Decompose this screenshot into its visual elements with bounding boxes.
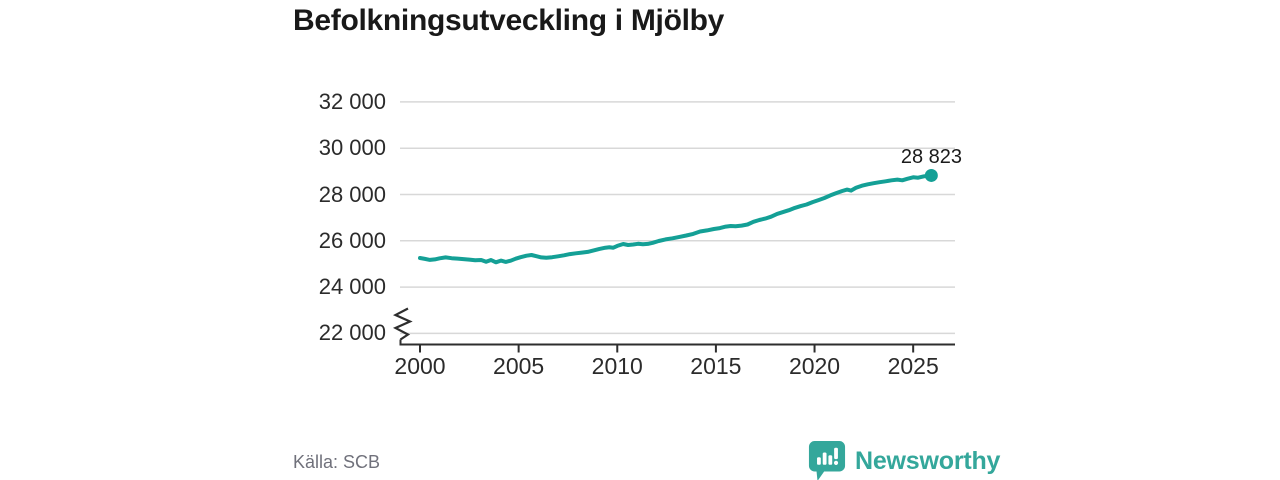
x-tick-label: 2000 [394, 353, 446, 379]
x-tick-label: 2015 [690, 353, 742, 379]
y-tick-label: 26 000 [318, 227, 386, 253]
y-tick-label: 22 000 [318, 320, 386, 346]
y-tick-label: 28 000 [318, 181, 386, 207]
source-label: Källa: SCB [293, 452, 381, 472]
newsworthy-wordmark: Newsworthy [855, 447, 1001, 475]
end-value-label: 28 823 [900, 146, 962, 168]
x-tick-label: 2005 [493, 353, 545, 379]
end-point-dot [924, 168, 938, 182]
population-line [418, 173, 934, 265]
axis-break-icon [392, 307, 413, 341]
x-tick-label: 2020 [788, 353, 841, 379]
y-tick-label: 24 000 [318, 274, 386, 300]
y-tick-label: 30 000 [318, 135, 386, 161]
y-tick-label: 32 000 [318, 88, 386, 114]
page-title: Befolkningsutveckling i Mjölby [293, 4, 725, 37]
x-axis-line [399, 339, 955, 346]
newsworthy-logo: Newsworthy [808, 440, 1000, 480]
x-tick-label: 2025 [887, 353, 939, 379]
x-tick-label: 2010 [591, 353, 643, 379]
newsworthy-bubble-barchart-icon [808, 441, 846, 480]
